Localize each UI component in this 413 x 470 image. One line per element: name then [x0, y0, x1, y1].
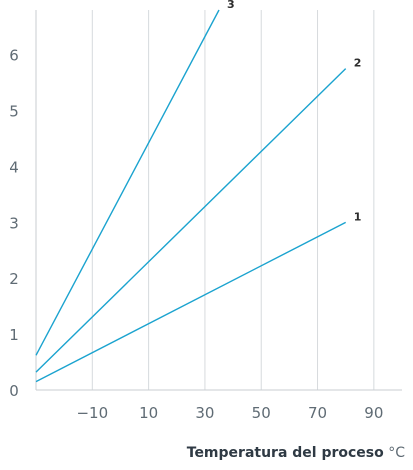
series-label-2: 2 [354, 57, 362, 70]
axes [35, 10, 402, 391]
y-tick-label: 6 [9, 47, 19, 65]
y-tick-label: 1 [9, 326, 19, 344]
series-label-3: 3 [227, 0, 235, 11]
x-tick-label: 70 [308, 404, 327, 422]
x-tick-label: 10 [139, 404, 158, 422]
series-line-1 [35, 221, 347, 383]
grid [91, 10, 375, 390]
series-label-1: 1 [354, 210, 362, 223]
y-tick-label: 5 [9, 103, 19, 121]
y-tick-label: 0 [9, 382, 19, 400]
x-tick-label: −10 [76, 404, 108, 422]
y-tick-label: 2 [9, 270, 19, 288]
series-lines [35, 9, 347, 383]
x-axis-unit: °C [388, 445, 405, 461]
y-tick-label: 3 [9, 214, 19, 232]
series-line-3 [35, 9, 220, 356]
x-tick-label: 90 [364, 404, 383, 422]
x-axis-title: Temperatura del proceso [186, 445, 384, 461]
x-axis-label: Temperatura del proceso °C [187, 445, 405, 461]
y-tick-label: 4 [9, 158, 19, 176]
series-line-2 [35, 68, 347, 373]
x-tick-label: 50 [252, 404, 271, 422]
x-tick-label: 30 [195, 404, 214, 422]
tick-labels: −10 10 30 50 70 90 0 1 2 3 4 5 6 [9, 47, 383, 422]
series-labels: 1 2 3 [227, 0, 361, 223]
